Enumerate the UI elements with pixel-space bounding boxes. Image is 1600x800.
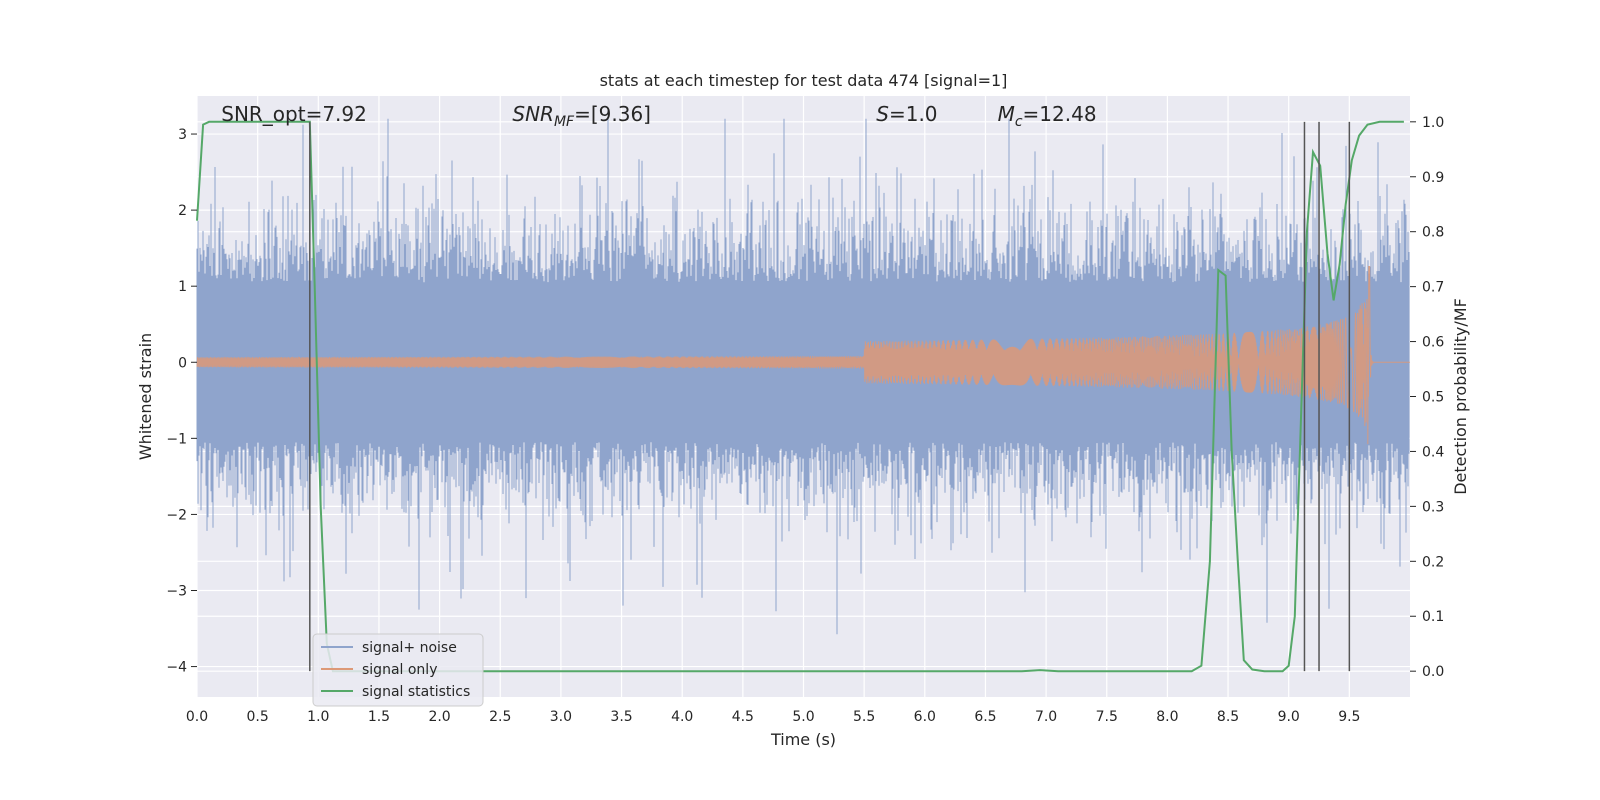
legend: signal+ noise signal only signal statist… [312,633,484,707]
annotation-mc-rest: =12.48 [1023,102,1097,126]
x-tick-label: 3.5 [610,709,632,725]
y-right-tick-label: 0.2 [1422,554,1444,570]
y-axis-right-ticks: 0.0 0.1 0.2 0.3 0.4 0.5 0.6 0.7 0.8 0.9 1.0 [1410,115,1444,680]
annotation-mc-sub: c [1015,114,1023,130]
x-tick-label: 3.0 [550,709,572,725]
y-right-tick-label: 0.8 [1422,225,1444,241]
y-right-tick-label: 1.0 [1422,115,1444,131]
x-tick-label: 9.5 [1338,709,1360,725]
legend-box [312,633,484,707]
legend-label-stats: signal statistics [362,684,470,700]
y-right-tick-label: 0.9 [1422,170,1444,186]
annotation-mc-main: M [998,102,1015,126]
y-right-tick-label: 0.1 [1422,609,1444,625]
chart-title: stats at each timestep for test data 474… [600,71,1008,90]
legend-label-noise: signal+ noise [362,640,457,656]
y-left-tick-label: 0 [178,355,187,371]
x-tick-label: 5.0 [792,709,814,725]
x-tick-label: 2.0 [428,709,450,725]
x-tick-label: 7.0 [1035,709,1057,725]
annotation-mc: Mc=12.48 [998,102,1097,130]
annotation-snr-mf-main: SNR [512,102,554,126]
x-tick-label: 5.5 [853,709,875,725]
x-tick-label: 6.5 [974,709,996,725]
y-right-tick-label: 0.4 [1422,444,1444,460]
y-left-tick-label: 1 [178,279,187,295]
y-right-tick-label: 0.6 [1422,335,1444,351]
x-tick-label: 1.5 [368,709,390,725]
statistics-trace [196,120,1404,673]
x-tick-label: 2.5 [489,709,511,725]
signal-statistics-series [196,120,1404,673]
vertical-markers [309,121,1351,672]
legend-label-signal: signal only [362,662,437,678]
annotation-s-main: S [876,102,889,126]
x-tick-label: 1.0 [307,709,329,725]
annotation-snr-mf: SNRMF=[9.36] [512,102,651,130]
x-tick-label: 9.0 [1278,709,1300,725]
annotation-snr-mf-rest: =[9.36] [574,102,651,126]
annotation-s: S=1.0 [876,102,937,126]
x-tick-label: 7.5 [1096,709,1118,725]
annotation-snr-opt: SNR_opt=7.92 [221,102,367,126]
y-axis-left-ticks: −4 −3 −2 −1 0 1 2 3 [166,127,197,676]
y-left-tick-label: −1 [166,431,187,447]
y-right-tick-label: 0.3 [1422,499,1444,515]
y-left-tick-label: 2 [178,203,187,219]
annotation-s-rest: =1.0 [889,102,938,126]
y-left-tick-label: −4 [166,660,187,676]
y-left-tick-label: −2 [166,507,187,523]
signal-only-series [196,265,1410,445]
y-axis-left-label: Whitened strain [136,333,155,460]
x-axis-label: Time (s) [770,730,836,749]
x-tick-label: 8.0 [1156,709,1178,725]
y-axis-right-label: Detection probability/MF [1451,298,1470,495]
x-axis-ticks: 0.0 0.5 1.0 1.5 2.0 2.5 3.0 3.5 4.0 4.5 5.0 5.5 6.0 6… [186,709,1361,725]
x-tick-label: 6.0 [914,709,936,725]
annotation-snr-mf-sub: MF [554,114,575,130]
x-tick-label: 4.5 [732,709,754,725]
y-right-tick-label: 0.5 [1422,390,1444,406]
signal-trace [196,265,1410,445]
y-right-tick-label: 0.7 [1422,280,1444,296]
x-tick-label: 8.5 [1217,709,1239,725]
y-left-tick-label: 3 [178,127,187,143]
x-tick-label: 0.0 [186,709,208,725]
x-tick-label: 0.5 [247,709,269,725]
y-right-tick-label: 0.0 [1422,664,1444,680]
x-tick-label: 4.0 [671,709,693,725]
y-left-tick-label: −3 [166,583,187,599]
